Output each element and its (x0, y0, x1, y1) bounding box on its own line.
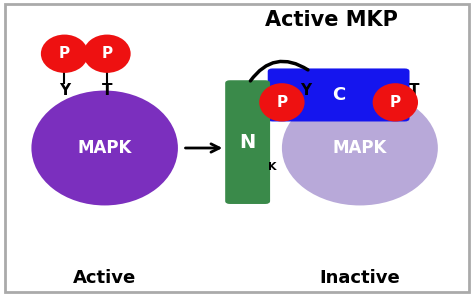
FancyBboxPatch shape (268, 68, 410, 121)
Text: Y: Y (59, 83, 70, 98)
Ellipse shape (282, 91, 438, 205)
Text: Active: Active (73, 269, 137, 287)
Text: Inactive: Inactive (319, 269, 400, 287)
Text: MAPK: MAPK (333, 139, 387, 157)
Ellipse shape (83, 35, 131, 73)
Text: Y: Y (300, 83, 311, 98)
Ellipse shape (373, 83, 418, 121)
Text: K: K (268, 162, 277, 172)
Ellipse shape (41, 35, 88, 73)
Text: T: T (409, 83, 419, 98)
Text: P: P (276, 95, 287, 110)
Text: P: P (390, 95, 401, 110)
Text: Active MKP: Active MKP (265, 9, 398, 30)
FancyBboxPatch shape (225, 80, 270, 204)
Text: P: P (59, 46, 70, 61)
Ellipse shape (31, 91, 178, 205)
Text: P: P (101, 46, 113, 61)
Text: MAPK: MAPK (77, 139, 132, 157)
Text: T: T (102, 83, 112, 98)
Text: N: N (239, 133, 256, 152)
Ellipse shape (259, 83, 305, 121)
Text: C: C (332, 86, 345, 104)
FancyArrowPatch shape (250, 61, 308, 81)
